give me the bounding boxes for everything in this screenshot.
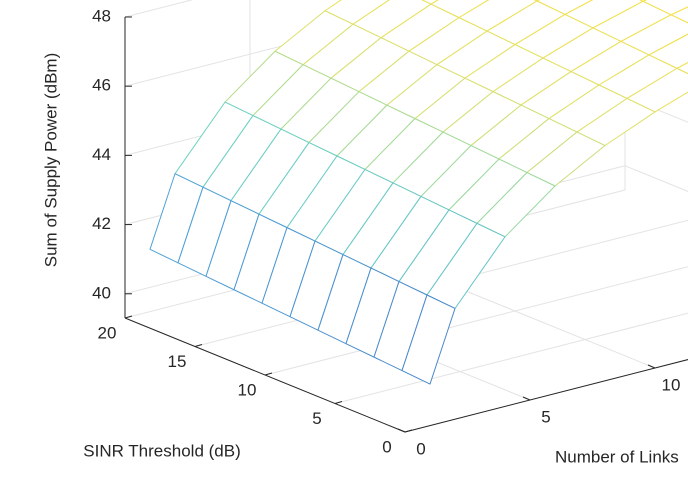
- y-tick: [124, 315, 133, 319]
- y-tick: [194, 344, 203, 347]
- x-tick-label: 0: [416, 439, 425, 458]
- z-tick-label: 48: [92, 6, 111, 25]
- z-tick-label: 46: [92, 76, 111, 95]
- grid-line: [624, 96, 688, 123]
- y-tick: [334, 401, 343, 404]
- y-tick-label: 5: [312, 409, 321, 428]
- z-tick-label: 44: [92, 145, 111, 164]
- mesh-cell: [401, 294, 456, 385]
- x-tick: [647, 364, 656, 369]
- y-tick: [264, 372, 273, 376]
- x-tick-label: 10: [662, 375, 681, 394]
- x-tick-label: 5: [541, 407, 550, 426]
- grid-line: [624, 165, 688, 192]
- x-axis-label: Number of Links: [555, 447, 679, 466]
- z-axis-label: Sum of Supply Power (dBm): [41, 53, 60, 267]
- z-tick-label: 42: [92, 214, 111, 233]
- y-tick-label: 15: [168, 352, 187, 371]
- y-tick-label: 20: [98, 323, 117, 342]
- grid-line: [264, 266, 688, 376]
- plot-area: 40 42 44 46 48 0 5 10 15 20 0 5 10: [92, 0, 688, 458]
- grid-line: [334, 312, 688, 404]
- y-tick-label: 10: [238, 380, 257, 399]
- mesh-cell: [421, 0, 439, 5]
- x-tick: [397, 428, 406, 433]
- y-tick-label: 0: [382, 437, 391, 456]
- y-axis-label: SINR Threshold (dB): [83, 441, 240, 460]
- y-tick: [404, 429, 413, 433]
- z-tick-label: 40: [92, 283, 111, 302]
- x-tick: [522, 396, 531, 401]
